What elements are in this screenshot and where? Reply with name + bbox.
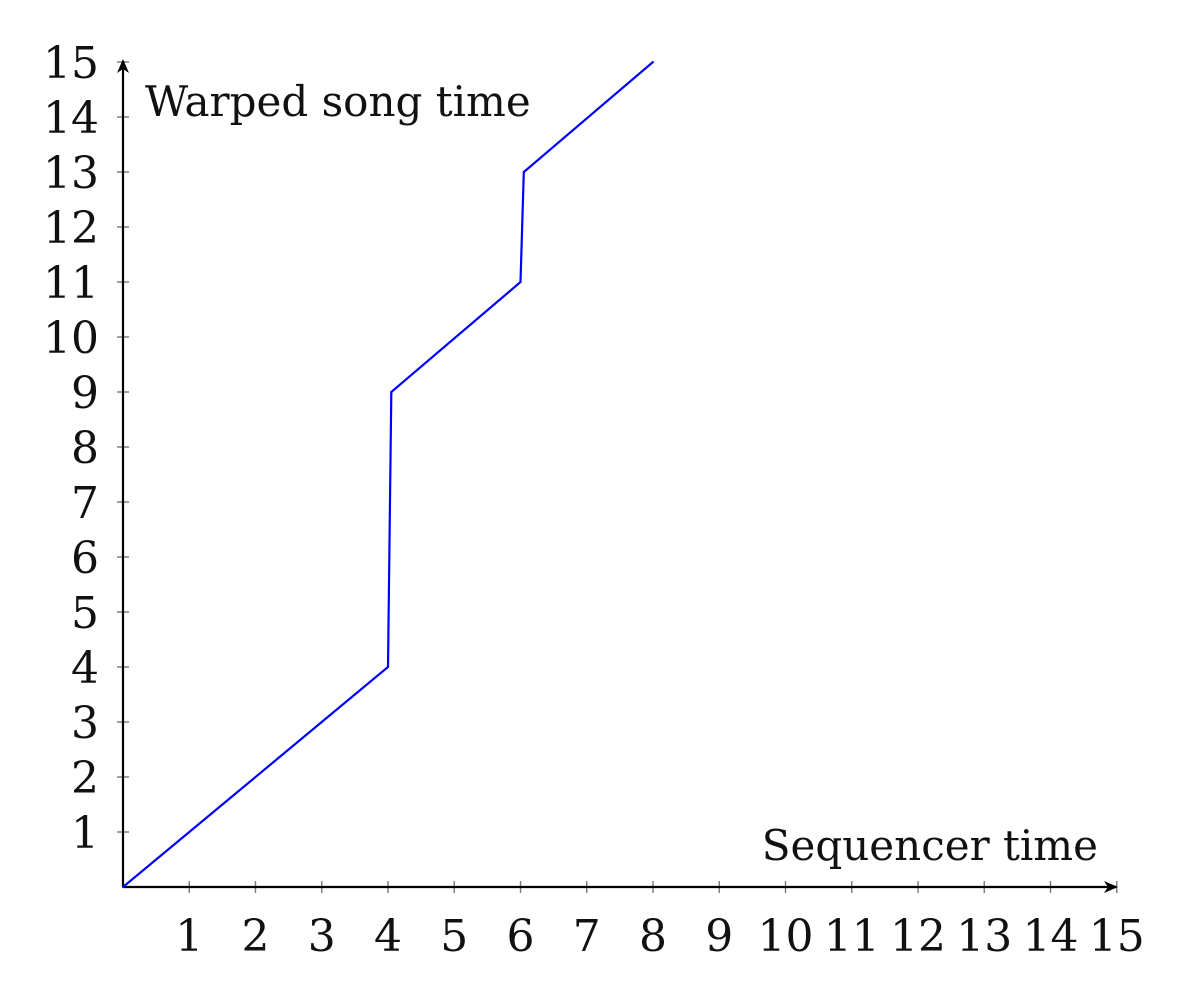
x-tick-label: 9 [705, 911, 733, 962]
x-tick-label: 13 [956, 911, 1012, 962]
series-point [122, 886, 124, 888]
x-tick-label: 8 [639, 911, 667, 962]
x-tick-label: 4 [374, 911, 402, 962]
y-tick-label: 13 [43, 148, 99, 199]
x-tick-label: 2 [242, 911, 270, 962]
y-tick-label: 1 [71, 808, 99, 859]
x-tick-label: 11 [824, 911, 880, 962]
y-tick-label: 15 [43, 38, 99, 89]
series-point [387, 666, 389, 668]
y-tick-label: 8 [71, 423, 99, 474]
y-tick-label: 9 [71, 368, 99, 419]
series-line [122, 61, 654, 888]
x-tick-label: 10 [758, 911, 814, 962]
y-tick-label: 14 [43, 93, 99, 144]
series-point [652, 61, 654, 63]
x-axis-title: Sequencer time [762, 821, 1098, 870]
x-tick-label: 7 [573, 911, 601, 962]
y-tick-label: 6 [71, 533, 99, 584]
series-point [519, 281, 522, 283]
x-tick-label: 15 [1089, 911, 1145, 962]
x-tick-label: 6 [507, 911, 535, 962]
y-tick-label: 3 [71, 698, 99, 749]
series-layer [122, 61, 654, 888]
x-tick-label: 14 [1023, 911, 1079, 962]
x-tick-label: 3 [308, 911, 336, 962]
y-tick-label: 5 [71, 588, 99, 639]
y-tick-label: 4 [71, 643, 99, 694]
y-tick-label: 11 [43, 258, 99, 309]
series-point [390, 391, 393, 393]
y-tick-label: 2 [71, 753, 99, 804]
y-tick-label: 12 [43, 203, 99, 254]
x-axis-ticks: 1 2 3 4 5 6 7 8 9 10 11 12 13 14 15 [175, 881, 1145, 962]
x-tick-label: 5 [440, 911, 468, 962]
series-point [522, 171, 525, 173]
x-tick-label: 12 [890, 911, 946, 962]
x-tick-label: 1 [175, 911, 203, 962]
y-axis-title: Warped song time [145, 77, 531, 126]
y-tick-label: 7 [71, 478, 99, 529]
y-tick-label: 10 [43, 313, 99, 364]
